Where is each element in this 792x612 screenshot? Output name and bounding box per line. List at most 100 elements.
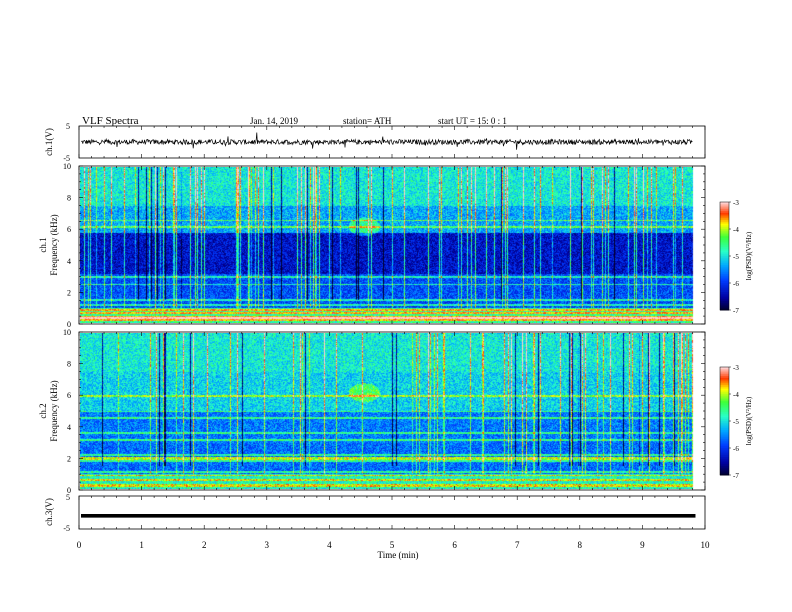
frequency-tick-label: 6	[67, 391, 71, 400]
colorbar-tick-label: -5	[733, 418, 739, 426]
colorbar-segment	[720, 385, 729, 388]
colorbar-segment	[720, 388, 729, 391]
colorbar-tick-label: -4	[733, 391, 739, 399]
frequency-tick-label: 0	[67, 486, 71, 495]
colorbar-segment	[720, 410, 729, 413]
colorbar-segment	[720, 293, 729, 297]
colorbar-segment	[720, 297, 729, 300]
time-axis-label: Time (min)	[378, 550, 419, 560]
ch3-waveform-frame	[78, 495, 706, 530]
colorbar-label: log(PSD)(V²/Hz)	[745, 231, 753, 280]
colorbar-segment	[720, 214, 729, 217]
colorbar-segment	[720, 281, 729, 284]
frequency-tick-label: 2	[67, 454, 71, 463]
colorbar-segment	[720, 419, 729, 422]
colorbar-segment	[720, 453, 729, 456]
colorbar-segment	[720, 259, 729, 262]
colorbar-segment	[720, 299, 729, 302]
colorbar-segment	[720, 220, 729, 223]
time-tick-label: 3	[265, 540, 270, 550]
colorbar-segment	[720, 232, 729, 235]
colorbar-segment	[720, 277, 729, 280]
colorbar-segment	[720, 221, 729, 225]
colorbar-segment	[720, 272, 729, 275]
colorbar-segment	[720, 302, 729, 306]
colorbar-segment	[720, 457, 729, 460]
colorbar-segment	[720, 401, 729, 404]
colorbar-segment	[720, 464, 729, 467]
colorbar-segment	[720, 203, 729, 207]
colorbar-segment	[720, 440, 729, 444]
figure-start-time: start UT = 15: 0 : 1	[438, 116, 507, 126]
colorbar-segment	[720, 430, 729, 433]
colorbar-segment	[720, 268, 729, 271]
colorbar-segment	[720, 223, 729, 226]
frequency-tick-label: 4	[67, 257, 71, 266]
ch1-ytick-top: 5	[66, 122, 70, 131]
colorbar-segment	[720, 462, 729, 465]
time-tick-label: 1	[139, 540, 144, 550]
colorbar-segment	[720, 263, 729, 266]
ch1-colorbar: -3 -4 -5 -6 -7 log(PSD)(V²/Hz)	[719, 199, 753, 315]
colorbar-segment	[720, 428, 729, 431]
colorbar-label: log(PSD)(V²/Hz)	[745, 396, 753, 445]
colorbar-segment	[720, 422, 729, 426]
colorbar-segment	[720, 444, 729, 447]
colorbar-segment	[720, 392, 729, 395]
colorbar-segment	[720, 286, 729, 289]
colorbar-segment	[720, 448, 729, 451]
colorbar-tick-label: -7	[733, 307, 739, 315]
colorbar-segment	[720, 372, 729, 375]
ch1-spectrogram-panel: 0 2 4 6 8 10 ch.1 Frequency (kHz)	[38, 162, 706, 329]
frequency-tick-label: 4	[67, 423, 71, 432]
ch3-ytick-top: 5	[66, 493, 70, 502]
colorbar-segment	[720, 292, 729, 295]
time-tick-label: 6	[452, 540, 457, 550]
colorbar-segment	[720, 467, 729, 471]
colorbar-segment	[720, 245, 729, 248]
colorbar-segment	[720, 395, 729, 399]
ch2-spectrogram-panel: 0 2 4 6 8 10 ch.2 Frequency (kHz)	[38, 328, 706, 495]
colorbar-segment	[720, 288, 729, 291]
colorbar-segment	[720, 437, 729, 440]
colorbar-segment	[720, 421, 729, 424]
colorbar-segment	[720, 236, 729, 239]
colorbar-segment	[720, 377, 729, 381]
time-tick-label: 9	[640, 540, 645, 550]
time-axis: 0 1 2 3 4 5 6 7 8 9 10	[77, 540, 710, 550]
colorbar-segment	[720, 451, 729, 454]
colorbar-segment	[720, 458, 729, 462]
ch3-waveform-panel: 5 -5 ch.3(V)	[44, 493, 706, 533]
colorbar-tick-label: -3	[733, 199, 739, 207]
frequency-tick-label: 10	[63, 328, 71, 337]
colorbar-segment	[720, 403, 729, 406]
colorbar-segment	[720, 417, 729, 420]
colorbar-segment	[720, 455, 729, 458]
colorbar-segment	[720, 265, 729, 268]
colorbar-segment	[720, 442, 729, 445]
colorbar-segment	[720, 406, 729, 409]
ch1-ytick-bottom: -5	[63, 154, 70, 163]
frequency-tick-label: 2	[67, 288, 71, 297]
colorbar-segment	[720, 306, 729, 309]
colorbar-segment	[720, 261, 729, 264]
frequency-tick-label: 6	[67, 225, 71, 234]
ch3-ytick-bottom: -5	[63, 524, 70, 533]
time-tick-label: 10	[701, 540, 711, 550]
colorbar-segment	[720, 247, 729, 250]
colorbar-segment	[720, 433, 729, 436]
colorbar-segment	[720, 386, 729, 390]
colorbar-segment	[720, 431, 729, 435]
colorbar-segment	[720, 412, 729, 415]
colorbar-segment	[720, 238, 729, 241]
colorbar-segment	[720, 374, 729, 377]
colorbar-segment	[720, 449, 729, 453]
colorbar-segment	[720, 239, 729, 243]
colorbar-segment	[720, 368, 729, 372]
colorbar-segment	[720, 381, 729, 384]
colorbar-segment	[720, 275, 729, 279]
colorbar-segment	[720, 469, 729, 472]
colorbar-segment	[720, 211, 729, 214]
colorbar-segment	[720, 250, 729, 253]
colorbar-segment	[720, 415, 729, 418]
